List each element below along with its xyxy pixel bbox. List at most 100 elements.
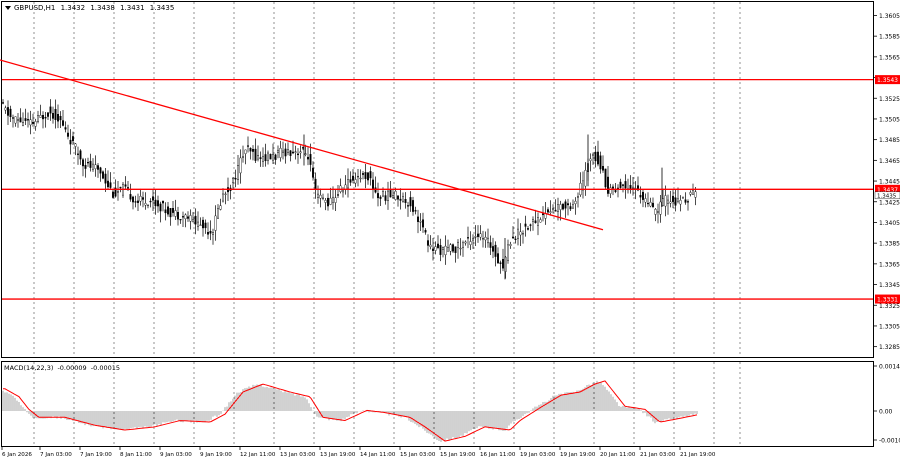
candle-body [249,148,252,152]
candle-body [572,204,575,209]
candle-body [274,154,277,160]
candle-body [279,148,282,158]
time-tick-label: 7 Jan 03:00 [40,452,72,458]
candle-body [522,233,525,235]
candle-body [174,210,177,217]
candle-body [679,199,682,205]
candle-body [317,193,320,198]
candle-body [387,190,390,201]
macd-label: MACD(14,22,3) [4,364,53,372]
trendline[interactable] [0,59,604,231]
candle-body [52,113,55,119]
candle-body [294,151,297,153]
candle-body [181,216,184,218]
price-tick-label: 1.3465 [879,158,900,165]
candles[interactable] [2,99,697,280]
candle-body [692,190,695,195]
time-tick-label: 15 Jan 03:00 [400,452,436,458]
candle-body [687,201,690,203]
candle-body [106,180,109,188]
candle-body [424,230,427,233]
candle-body [534,220,537,224]
candle-body [389,190,392,198]
candle-body [487,237,490,244]
dropdown-triangle-icon[interactable] [5,6,11,10]
candle-body [517,228,520,239]
time-tick-label: 13 Jan 03:00 [280,452,316,458]
candle-body [131,196,134,203]
candle-body [62,120,65,126]
candle-body [667,199,670,204]
candle-body [32,122,35,124]
candle-body [594,151,597,162]
candle-body [171,208,174,213]
symbol-name: GBPUSD,H1 [14,4,55,12]
candle-body [37,115,40,122]
candle-body [246,145,249,147]
candle-body [254,148,257,161]
candle-body [662,198,665,206]
time-tick-label: 19 Jan 19:00 [560,452,596,458]
candle-body [101,171,104,179]
candle-body [442,247,445,250]
current-price-tag [874,191,900,200]
candle-body [334,197,337,203]
candle-body [176,212,179,220]
candle-body [126,187,129,189]
candle-body [457,241,460,248]
candle-body [17,119,20,121]
candle-body [136,200,139,203]
candle-body [307,156,310,160]
price-tick-label: 1.3325 [879,303,900,310]
candle-body [574,200,577,205]
candle-body [577,196,580,198]
candle-body [196,221,199,227]
candle-body [42,115,45,120]
macd-axis: 0.00142 0.00 -0.00102 [873,364,900,445]
candle-body [324,200,327,203]
candle-body [484,236,487,241]
candle-body [684,199,687,203]
candle-body [186,216,189,219]
candle-body [327,197,330,207]
candle-body [559,204,562,210]
horizontal-levels[interactable]: 1.3543 1.3437 1.3331 1.3435 [2,75,900,304]
candle-body [201,219,204,229]
candle-body [619,181,622,188]
candle-body [582,180,585,191]
candle-body [234,177,237,180]
price-tick-label: 1.3445 [879,179,900,186]
candle-body [231,178,234,183]
candle-body [287,149,290,153]
candle-body [352,175,355,181]
candle-body [604,168,607,188]
candle-body [267,152,270,161]
macd-header: MACD(14,22,3) -0.00009 -0.00015 [4,364,120,372]
candle-body [404,199,407,203]
candle-body [349,179,352,183]
candle-body [599,155,602,170]
candle-body [434,246,437,251]
candle-body [277,149,280,153]
candle-body [206,232,209,235]
candle-body [622,184,625,186]
candle-body [584,170,587,187]
candle-body [672,195,675,202]
candle-body [164,209,167,214]
price-tick-label: 1.3385 [879,241,900,248]
time-tick-label: 20 Jan 11:00 [600,452,636,458]
candle-body [302,147,305,149]
candle-body [111,191,114,198]
open-value: 1.3432 [61,4,86,12]
candle-body [99,167,102,174]
candle-body [14,116,17,124]
candle-body [151,196,154,201]
candle-body [642,191,645,200]
time-tick-label: 19 Jan 03:00 [520,452,556,458]
candle-body [304,153,307,155]
macd-tick-label: 0.00142 [879,364,900,371]
candle-body [96,165,99,170]
candle-body [22,122,25,126]
candle-body [359,177,362,180]
